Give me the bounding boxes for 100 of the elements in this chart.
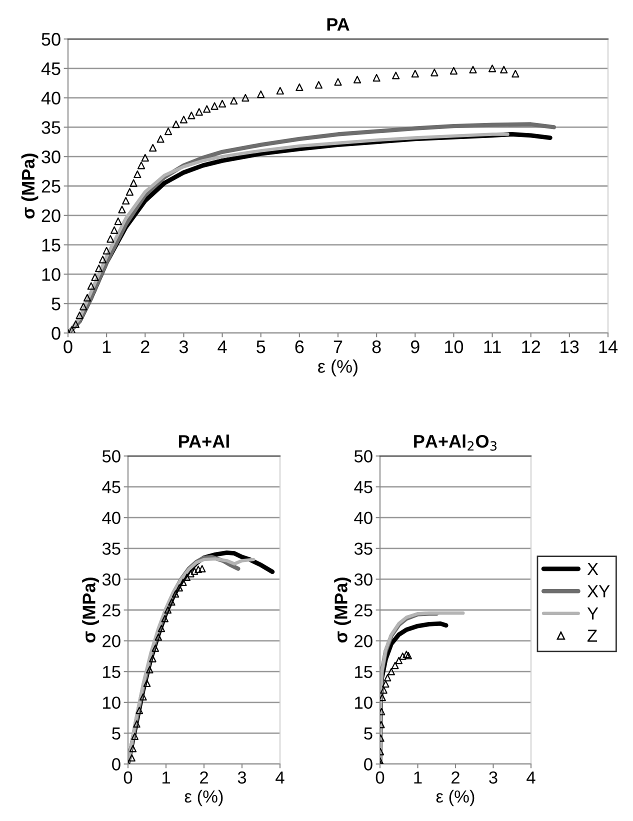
x-tick-label: 2 [141, 340, 150, 354]
y-axis-title: σ (MPa) [82, 578, 99, 643]
point [195, 108, 203, 116]
x-tick-label: 0 [64, 340, 72, 354]
point [134, 170, 142, 178]
y-tick-label: 20 [42, 209, 60, 222]
point [194, 566, 202, 574]
point [392, 72, 400, 80]
point [149, 144, 157, 152]
y-tick-label: 45 [41, 62, 60, 76]
x-tick-label: 11 [484, 340, 501, 354]
x-tick-label: 7 [334, 340, 342, 354]
x-tick-label: 9 [410, 340, 420, 354]
point [164, 606, 172, 614]
y-tick-label: 5 [52, 298, 60, 310]
point [168, 598, 176, 606]
x-tick-label: 1 [102, 340, 111, 354]
point [391, 662, 399, 670]
y-tick-label: 50 [42, 32, 60, 46]
y-tick-label: 50 [102, 450, 120, 462]
point [128, 754, 136, 762]
point [190, 568, 198, 575]
point [129, 744, 137, 752]
point [122, 196, 130, 205]
legend-label: XY [587, 585, 610, 598]
point [334, 78, 342, 86]
x-axis-title: ε (%) [436, 790, 474, 806]
point [126, 188, 134, 196]
x-axis-title: ε (%) [318, 360, 358, 376]
point [372, 74, 380, 82]
point [114, 217, 122, 226]
point [469, 66, 477, 74]
chart-title: PA+Al$_{2}$O$_{3}$ [414, 434, 497, 451]
point [110, 226, 118, 234]
point [106, 235, 114, 243]
x-tick-label: 0 [376, 771, 384, 784]
point [488, 64, 496, 72]
point [353, 76, 362, 84]
y-tick-label: 10 [42, 268, 60, 281]
point [133, 720, 140, 728]
point [141, 154, 149, 162]
point [130, 179, 138, 187]
point [176, 584, 183, 592]
point [76, 312, 84, 320]
chart-title: PA+Al [179, 434, 229, 448]
x-tick-label: 8 [372, 340, 381, 354]
point [172, 120, 180, 128]
point [500, 66, 508, 74]
point [156, 135, 164, 143]
point [242, 94, 250, 102]
y-tick-label: 0 [112, 758, 120, 770]
x-tick-label: 3 [238, 771, 246, 784]
x-tick-label: 6 [295, 340, 304, 354]
x-tick-label: 1 [414, 772, 422, 784]
legend-label: Y [587, 608, 598, 620]
point [395, 656, 403, 664]
point [137, 162, 146, 170]
point [314, 81, 323, 89]
point [149, 655, 156, 662]
y-axis-title: σ (MPa) [334, 578, 351, 643]
x-tick-label: 2 [452, 771, 460, 784]
y-tick-label: 5 [364, 728, 372, 740]
point [131, 732, 138, 740]
y-tick-label: 35 [42, 121, 60, 134]
y-tick-label: 35 [102, 542, 120, 555]
point [91, 273, 99, 281]
chart-title: PA [327, 18, 350, 31]
point [87, 282, 95, 290]
point [257, 90, 265, 98]
point [152, 644, 160, 652]
point [188, 112, 196, 120]
y-tick-label: 40 [354, 512, 372, 524]
point [402, 650, 410, 658]
x-tick-label: 4 [276, 772, 284, 784]
point [161, 614, 169, 622]
x-tick-label: 3 [489, 771, 498, 784]
point [98, 256, 107, 264]
x-tick-label: 4 [218, 340, 227, 354]
y-tick-label: 45 [354, 481, 372, 494]
point [380, 694, 386, 702]
y-tick-label: 25 [42, 180, 60, 193]
y-tick-label: 20 [354, 634, 372, 648]
y-tick-label: 40 [41, 92, 60, 105]
y-tick-label: 20 [102, 634, 120, 648]
legend-label: X [587, 562, 598, 575]
x-tick-label: 12 [522, 340, 540, 354]
y-tick-label: 45 [102, 481, 120, 494]
point [404, 652, 412, 660]
point [143, 680, 151, 687]
x-tick-label: 14 [599, 340, 618, 354]
point [276, 86, 284, 95]
point [296, 83, 304, 92]
y-tick-label: 15 [355, 666, 372, 678]
point [158, 624, 166, 632]
y-tick-label: 35 [354, 542, 372, 555]
y-axis-title: σ (MPa) [21, 154, 38, 219]
point [411, 70, 419, 78]
y-tick-label: 25 [354, 604, 372, 616]
y-tick-label: 30 [354, 573, 372, 586]
y-tick-label: 10 [355, 696, 372, 709]
